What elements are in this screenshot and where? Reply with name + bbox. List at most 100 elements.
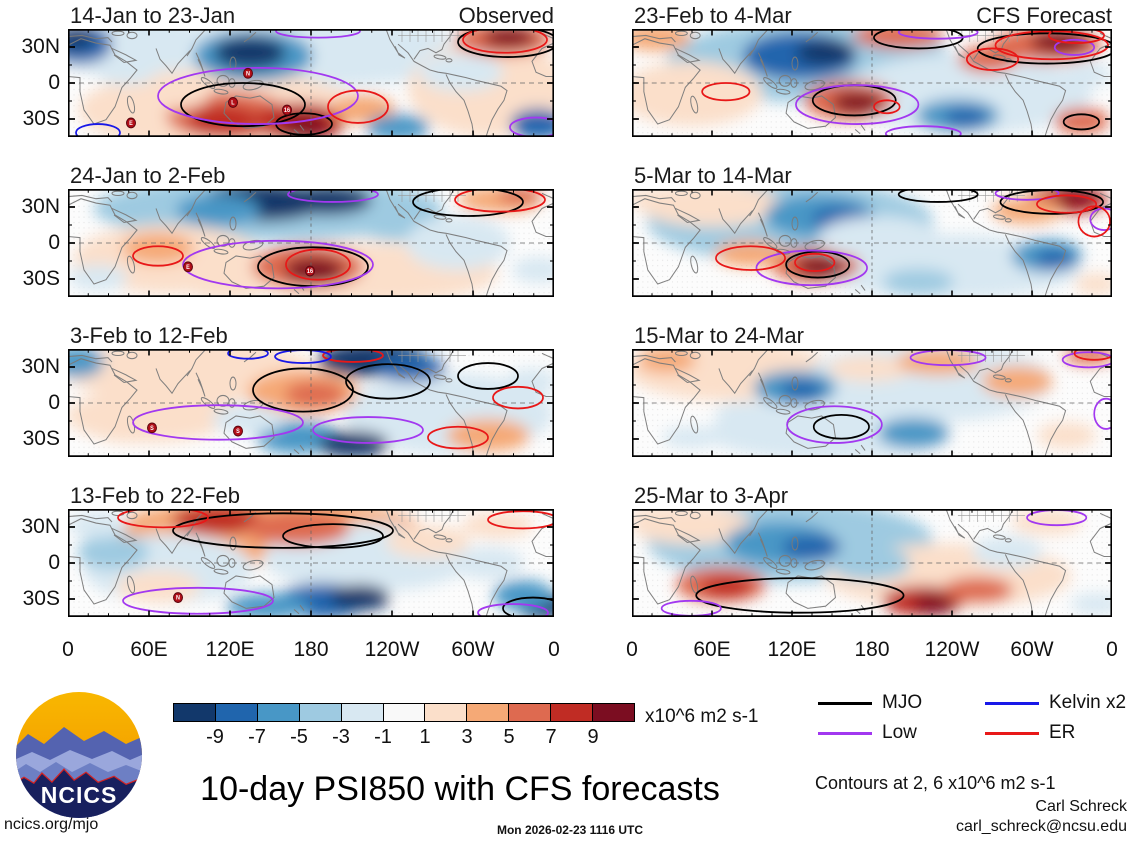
coastline [186,29,207,57]
panel-title-row: 5-Mar to 14-Mar [632,164,1112,188]
region-grid [398,349,466,362]
coastline [195,212,206,237]
coastline [718,368,753,395]
island [775,88,791,95]
map-chart-24-jan-to-2-feb: E 16 [68,189,554,297]
storm-marker-label: 16 [284,108,290,114]
coastline [749,509,769,537]
coastline [531,362,554,398]
anomaly-blob [882,268,954,295]
map-chart-15-mar-to-24-mar [632,349,1112,457]
coastline [111,47,138,64]
contour-line-r [1036,194,1098,214]
island [993,534,1006,540]
anomaly-blob [1011,509,1083,535]
anomaly-blob [896,349,980,375]
author-email: carl_schreck@ncsu.edu [956,818,1127,835]
anomaly-blob [96,59,156,86]
contour-line-p [1089,207,1112,231]
coastline [68,354,113,363]
anomaly-blob [632,509,683,529]
legend-label-kelvin-x2: Kelvin x2 [1049,692,1127,713]
coastline [945,509,966,539]
storm-marker-symbol [243,67,253,79]
coastline [749,29,769,57]
storm-marker-label: E [129,121,133,127]
lon-label-120w-col1: 120W [924,638,980,661]
coastline [757,532,768,557]
island [763,557,778,569]
map-border [68,349,554,457]
contour-line-p [786,405,883,444]
figure-title: 10-day PSI850 with CFS forecasts [200,770,720,808]
anomaly-blob [77,534,149,570]
coastline [445,72,508,137]
lon-label-120e-col0: 120E [205,638,255,661]
lat-label-0-row2: 0 [48,391,60,414]
island [229,536,237,551]
coastline [1099,32,1112,40]
storm-marker-label: E [186,265,190,271]
anomaly-blob [696,77,756,100]
anomaly-blob [714,400,787,427]
colorbar-segment [467,704,510,721]
contour-line-k [172,512,394,549]
storm-marker-symbol [282,104,292,116]
coastline [293,604,305,615]
coastline [385,29,406,59]
coastline [1099,512,1112,520]
contour-line-k [180,82,306,128]
contour-line-p [312,416,424,444]
contour-line-r [117,509,209,529]
island [1004,218,1012,223]
colorbar-segment [215,704,258,721]
island [213,408,229,415]
map-border [632,29,1112,137]
coastline [1089,362,1112,398]
anomaly-blob [386,525,470,558]
anomaly-blob [212,404,284,435]
coastline [531,42,554,78]
island [674,510,688,517]
lat-label-0-row0: 0 [48,71,60,94]
panel-title-5-mar-to-14-mar: 5-Mar to 14-Mar [634,163,792,188]
anomaly-field [68,29,554,137]
contour-line-p [122,586,274,615]
coastline [757,212,768,237]
anomaly-field [632,349,1112,457]
site-url: ncics.org/mjo [4,816,99,833]
coastline [155,528,191,555]
coastline [749,349,769,377]
anomaly-blob [827,355,911,382]
colorbar-segment [257,704,300,721]
contour-line-r [285,248,351,281]
legend-label-low: Low [882,722,917,743]
island [200,557,216,569]
colorbar-tick-1: 1 [419,726,431,748]
colorbar-tick-5: 5 [503,726,515,748]
anomaly-blob [483,29,535,48]
anomaly-field [68,189,554,297]
coastline [413,509,455,540]
coastline [1089,42,1112,78]
logo-foreground [16,770,142,818]
anomaly-blob [981,366,1053,397]
coastline [385,189,406,219]
anomaly-blob [1034,249,1075,269]
coastline [1099,192,1112,200]
coastline [945,189,966,219]
contour-line-p [477,603,549,617]
map-chart-14-jan-to-23-jan: N L 16 E [68,29,554,137]
lat-label-30s-row2: 30S [22,427,60,450]
coastline [385,349,406,379]
island [689,351,701,360]
coastline [195,372,206,397]
legend-line-kelvin-x2 [985,702,1039,705]
contour-line-r [1073,349,1112,361]
contour-line-p [182,239,374,290]
coastline [945,349,966,379]
map-panel-24-jan-to-2-feb: E 16 [68,189,554,297]
contour-line-r [715,245,786,271]
anomaly-blob [944,107,988,128]
